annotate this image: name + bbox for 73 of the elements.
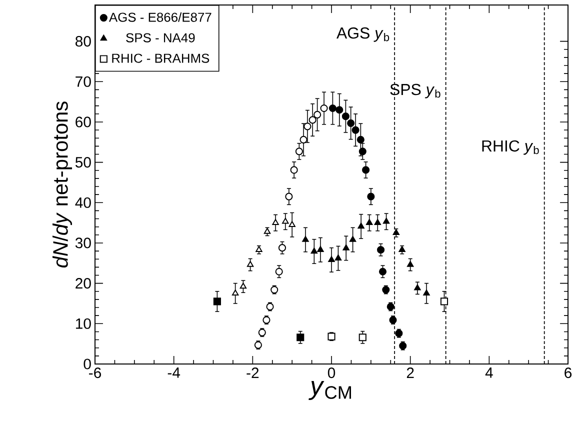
point <box>285 192 293 200</box>
point <box>213 298 221 306</box>
point <box>362 166 370 174</box>
x-tick-label: -6 <box>89 368 101 378</box>
legend-label: RHIC - BRAHMS <box>112 54 210 63</box>
y-tick-label: 80 <box>76 36 91 47</box>
point <box>358 222 364 229</box>
x-tick-label: 2 <box>406 368 414 378</box>
point <box>342 244 350 250</box>
point <box>358 148 366 156</box>
point <box>288 221 296 227</box>
point <box>310 248 318 254</box>
point <box>367 192 375 200</box>
point <box>347 119 355 127</box>
y-tick-label: 30 <box>75 238 91 248</box>
y-tick-label: 20 <box>76 278 91 289</box>
point <box>246 260 254 267</box>
point <box>295 148 303 156</box>
legend-label: SPS - NA49 <box>126 33 195 42</box>
x-tick-label: 0 <box>328 368 336 378</box>
y-axis-title: dN/dy net-protons <box>52 102 72 268</box>
point <box>406 260 414 267</box>
point <box>423 290 430 296</box>
x-tick-label: -4 <box>168 368 180 378</box>
point <box>304 122 312 130</box>
point <box>392 229 400 236</box>
point <box>278 244 286 252</box>
point <box>382 218 390 224</box>
point <box>358 334 366 342</box>
point <box>349 236 356 242</box>
point <box>272 219 279 225</box>
point <box>328 256 335 262</box>
point <box>376 246 385 254</box>
point <box>317 246 324 252</box>
point <box>328 104 336 112</box>
point <box>398 246 406 252</box>
ref-line-label: RHIC y$_{b}$ <box>482 140 539 155</box>
ref-line-label: SPS y$_{b}$ <box>390 84 440 98</box>
x-tick-label: 4 <box>485 368 493 378</box>
point <box>264 228 271 234</box>
y-tick-label: 40 <box>75 197 91 208</box>
point <box>336 106 344 114</box>
x-tick-label: 6 <box>564 368 572 378</box>
point <box>275 268 283 276</box>
point <box>414 284 421 290</box>
point <box>256 246 262 252</box>
point <box>366 219 373 225</box>
y-tick-label: 70 <box>76 76 91 87</box>
y-tick-label: 10 <box>76 318 91 329</box>
y-tick-label: 50 <box>75 157 91 168</box>
y-tick-label: 60 <box>76 116 91 128</box>
y-tick-label: 0 <box>84 358 91 370</box>
x-tick-label: -2 <box>246 368 259 378</box>
point <box>290 166 298 174</box>
point <box>232 290 239 296</box>
point <box>314 110 322 118</box>
point <box>342 112 350 120</box>
point <box>240 282 247 289</box>
point <box>378 268 387 276</box>
point <box>302 236 309 242</box>
legend-label: AGS - E866/E877 <box>108 12 212 22</box>
point <box>356 136 364 144</box>
point <box>440 298 448 306</box>
x-axis-title: y$_{CM}$ <box>308 380 351 400</box>
point <box>334 254 342 260</box>
ref-line-label: AGS y$_{b}$ <box>336 27 390 42</box>
point <box>296 334 304 342</box>
point <box>300 136 308 144</box>
point <box>352 126 360 134</box>
point <box>320 104 328 112</box>
point <box>282 218 289 224</box>
point <box>374 219 381 225</box>
point <box>308 116 316 124</box>
